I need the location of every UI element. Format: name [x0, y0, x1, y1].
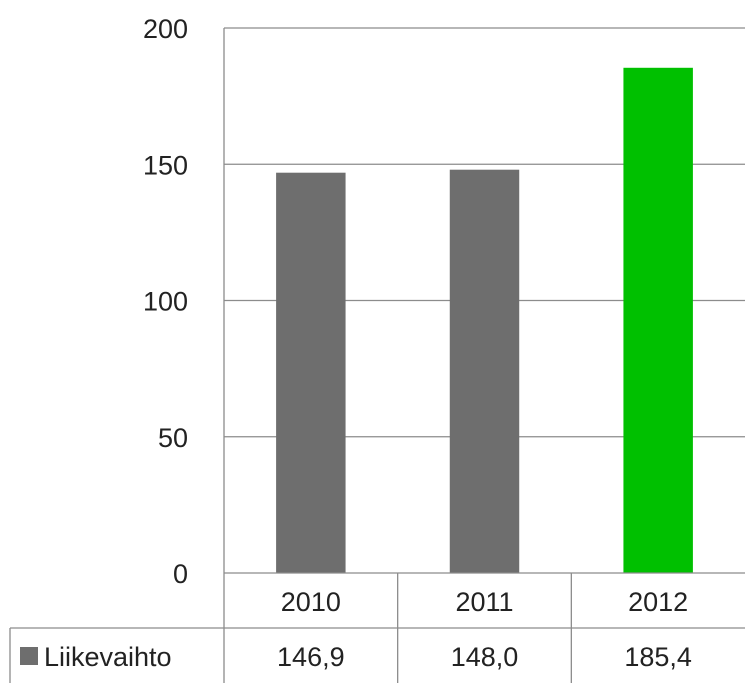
y-axis: 0 50 100 150 200 — [143, 14, 225, 589]
legend-series-name: Liikevaihto — [44, 642, 172, 672]
data-value-label: 148,0 — [451, 642, 519, 672]
x-tick-label: 2011 — [455, 587, 513, 617]
bar-2012 — [623, 67, 693, 573]
x-tick-label: 2012 — [628, 587, 688, 617]
data-value-label: 185,4 — [624, 642, 692, 672]
data-table: 2010 2011 2012 Liikevaihto 146,9 148,0 185,4 — [9, 572, 745, 683]
x-tick-label: 2010 — [281, 587, 341, 617]
bars — [276, 67, 693, 573]
y-tick-label: 100 — [143, 287, 188, 317]
bar-2011 — [449, 169, 520, 573]
legend-swatch — [20, 647, 38, 665]
data-value-label: 146,9 — [277, 642, 345, 672]
y-tick-label: 50 — [158, 423, 188, 453]
bar-2010 — [276, 172, 346, 573]
y-tick-label: 200 — [143, 14, 188, 44]
y-tick-label: 0 — [173, 559, 188, 589]
y-tick-label: 150 — [143, 150, 188, 180]
